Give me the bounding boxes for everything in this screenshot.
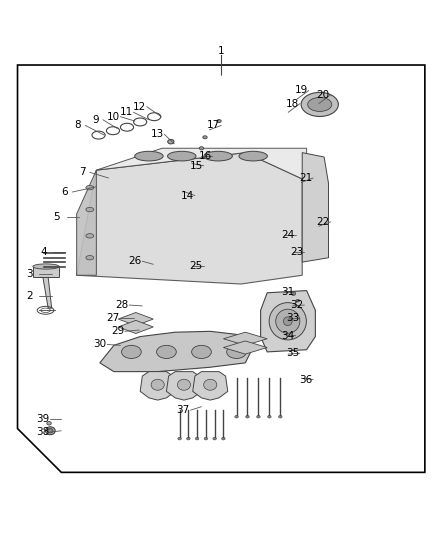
Text: 32: 32 [290,300,304,310]
Text: 27: 27 [106,313,120,323]
Text: 29: 29 [111,326,124,336]
Text: 35: 35 [286,348,299,358]
Text: 1: 1 [217,46,224,56]
Ellipse shape [204,437,208,440]
Text: 31: 31 [282,287,295,297]
Ellipse shape [257,415,260,418]
Text: 6: 6 [61,187,68,197]
Polygon shape [118,320,153,334]
Polygon shape [39,278,52,308]
Ellipse shape [307,98,332,111]
Text: 15: 15 [190,161,203,171]
Ellipse shape [213,437,216,440]
Ellipse shape [151,379,164,390]
Ellipse shape [121,345,141,359]
Polygon shape [261,290,315,352]
Text: 21: 21 [299,173,312,183]
Text: 36: 36 [299,375,312,384]
Text: 17: 17 [207,120,220,131]
Text: 19: 19 [295,85,308,95]
Ellipse shape [86,207,94,212]
Ellipse shape [291,292,296,295]
Ellipse shape [86,185,94,190]
Polygon shape [223,332,267,345]
Bar [33,266,59,278]
Text: 37: 37 [177,405,190,415]
Polygon shape [223,341,267,354]
Polygon shape [193,372,228,400]
Polygon shape [118,312,153,326]
Text: 39: 39 [36,414,49,424]
Text: 3: 3 [26,269,33,279]
Ellipse shape [187,437,190,440]
Text: 8: 8 [74,120,81,131]
Ellipse shape [199,147,204,150]
Ellipse shape [227,345,246,359]
Ellipse shape [177,379,191,390]
Text: 16: 16 [198,151,212,161]
Text: 11: 11 [120,107,133,117]
Ellipse shape [276,309,300,333]
Ellipse shape [47,422,51,425]
Ellipse shape [33,264,59,269]
Ellipse shape [222,437,225,440]
Ellipse shape [86,233,94,238]
Ellipse shape [195,437,199,440]
Text: 12: 12 [133,102,146,111]
Ellipse shape [204,379,217,390]
Ellipse shape [86,255,94,260]
Text: 7: 7 [79,167,86,177]
Text: 34: 34 [282,330,295,341]
Polygon shape [77,152,302,284]
Text: 10: 10 [106,112,120,122]
Ellipse shape [203,136,207,139]
Ellipse shape [279,415,282,418]
Text: 25: 25 [190,261,203,271]
Ellipse shape [192,345,211,359]
Ellipse shape [301,92,338,117]
Ellipse shape [168,140,174,144]
Polygon shape [100,332,254,372]
Text: 33: 33 [286,313,299,323]
Ellipse shape [217,119,221,123]
Polygon shape [302,152,328,262]
Ellipse shape [268,415,271,418]
Ellipse shape [296,300,300,302]
Text: 23: 23 [290,247,304,257]
Text: 38: 38 [36,427,49,437]
Ellipse shape [269,303,307,340]
Text: 2: 2 [26,291,33,301]
Ellipse shape [235,415,238,418]
Text: 24: 24 [282,230,295,240]
Ellipse shape [239,151,267,161]
Text: 26: 26 [128,256,141,266]
Text: 9: 9 [92,115,99,125]
Ellipse shape [178,437,181,440]
Text: 4: 4 [40,247,47,257]
Text: 22: 22 [317,217,330,227]
Text: 14: 14 [181,190,194,200]
Polygon shape [77,170,96,275]
Ellipse shape [46,427,55,435]
Ellipse shape [167,151,196,161]
Text: 13: 13 [151,129,164,139]
Ellipse shape [283,317,292,326]
Polygon shape [140,372,175,400]
Ellipse shape [48,429,53,433]
Ellipse shape [157,345,176,359]
Text: 18: 18 [286,99,299,109]
Polygon shape [96,148,307,179]
Polygon shape [166,372,201,400]
Ellipse shape [135,151,163,161]
Ellipse shape [204,151,233,161]
Text: 20: 20 [317,90,330,100]
Ellipse shape [246,415,249,418]
Text: 28: 28 [115,300,128,310]
Text: 30: 30 [93,340,106,350]
Text: 5: 5 [53,213,60,222]
